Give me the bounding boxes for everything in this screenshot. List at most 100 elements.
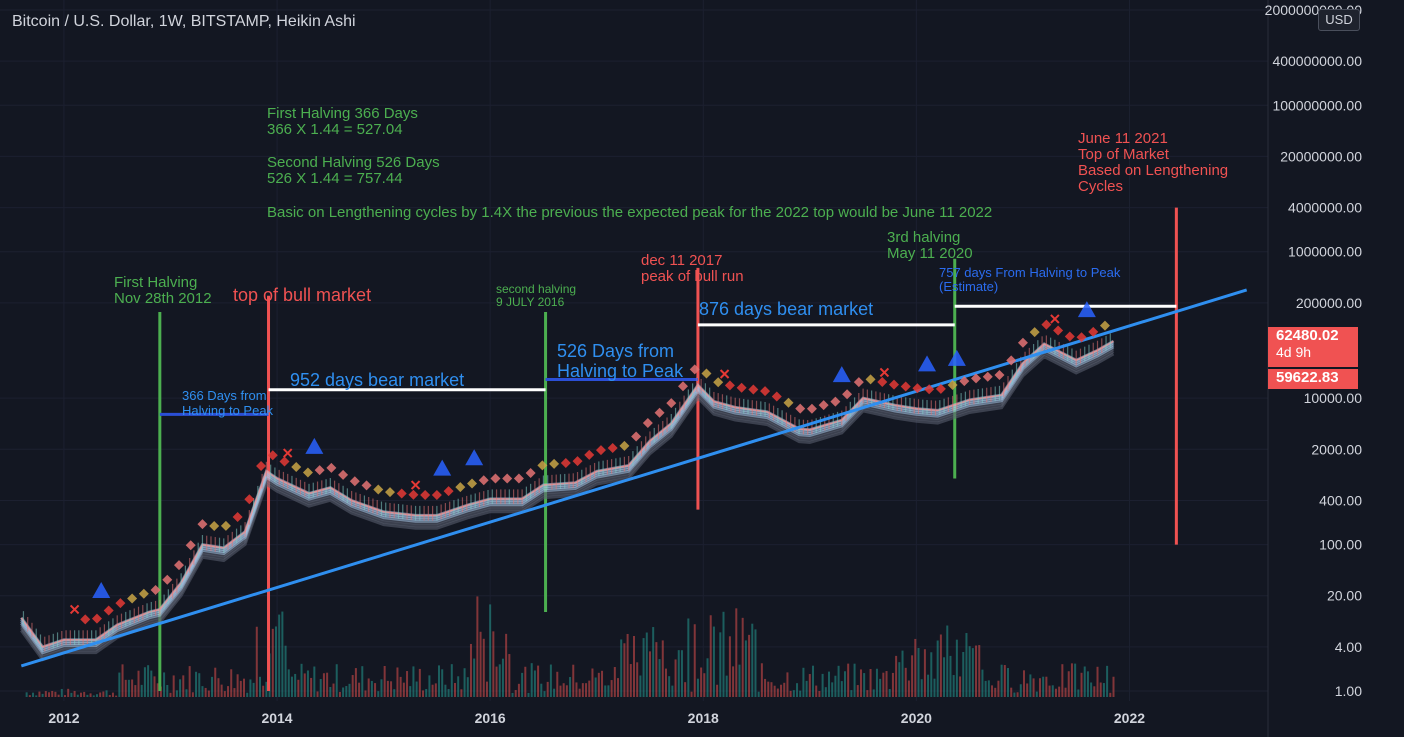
volume-bar — [495, 666, 498, 697]
volume-bar — [594, 677, 597, 697]
volume-bar — [335, 664, 338, 697]
days-526-label: 526 Days from Halving to Peak — [557, 341, 684, 381]
volume-bar — [834, 675, 837, 697]
volume-bar — [1003, 665, 1006, 697]
signal-triangle — [832, 366, 851, 383]
volume-bar — [805, 680, 808, 697]
volume-bar — [975, 645, 978, 697]
volume-bar — [402, 682, 405, 697]
volume-bar — [866, 690, 869, 697]
volume-bar — [530, 663, 533, 697]
volume-bar — [1048, 685, 1051, 697]
signal-diamond — [443, 486, 454, 497]
signal-diamond — [279, 456, 290, 467]
volume-bar — [1080, 672, 1083, 697]
volume-bar — [581, 683, 584, 697]
volume-bar — [620, 639, 623, 697]
volume-bar — [796, 683, 799, 697]
volume-bar — [281, 611, 284, 697]
volume-bar — [204, 687, 207, 697]
signal-diamond — [256, 461, 267, 472]
volume-bar — [792, 690, 795, 697]
volume-bar — [214, 667, 217, 697]
volume-bar — [211, 676, 214, 697]
volume-bar — [671, 685, 674, 697]
volume-bar — [540, 683, 543, 697]
volume-bar — [501, 658, 504, 697]
signal-diamond — [127, 593, 138, 604]
volume-bar — [54, 691, 57, 697]
volume-bar — [767, 681, 770, 697]
volume-bar — [879, 678, 882, 697]
signal-diamond — [431, 490, 442, 501]
volume-bar — [728, 636, 731, 697]
dec-2017-label: dec 11 2017 peak of bull run — [641, 252, 744, 285]
signal-diamond — [713, 377, 724, 388]
volume-bar — [1102, 683, 1105, 697]
signal-diamond — [138, 588, 149, 599]
volume-bar — [345, 686, 348, 697]
volume-bar — [920, 679, 923, 697]
volume-bar — [757, 691, 760, 697]
volume-bar — [613, 667, 616, 697]
signal-diamond — [185, 540, 196, 551]
volume-bar — [607, 685, 610, 697]
volume-bar — [911, 655, 914, 697]
volume-bar — [195, 671, 198, 697]
signal-diamond — [678, 381, 689, 392]
signal-diamond — [736, 382, 747, 393]
volume-bar — [131, 679, 134, 697]
volume-bar — [303, 673, 306, 697]
cycle-note-4: 526 X 1.44 = 757.44 — [267, 170, 403, 187]
currency-button[interactable]: USD — [1318, 9, 1360, 31]
volume-bar — [166, 684, 169, 697]
volume-bar — [597, 672, 600, 697]
time-axis-tick-label: 2020 — [901, 710, 932, 726]
time-axis[interactable]: 2012 2014 2016 2018 2020 2022 — [48, 710, 1145, 726]
volume-bar — [444, 684, 447, 697]
volume-bar — [284, 645, 287, 697]
volume-bar — [617, 678, 620, 697]
signal-diamond — [584, 449, 595, 460]
volume-bar — [837, 665, 840, 697]
signal-diamond — [724, 380, 735, 391]
volume-bar — [946, 625, 949, 697]
volume-bar — [1010, 687, 1013, 697]
signal-diamond — [174, 560, 185, 571]
signal-diamond — [525, 467, 536, 478]
signal-cross — [719, 369, 730, 379]
volume-bar — [684, 682, 687, 697]
volume-bar — [853, 663, 856, 697]
cycle-note-5: Basic on Lengthening cycles by 1.4X the … — [267, 204, 993, 221]
volume-bar — [28, 695, 31, 697]
signal-diamond — [771, 391, 782, 402]
volume-bar — [553, 688, 556, 697]
signal-diamond — [338, 469, 349, 480]
volume-bar — [326, 672, 329, 697]
signal-diamond — [1041, 319, 1052, 330]
volume-bar — [127, 679, 130, 697]
volume-bar — [760, 663, 763, 697]
bar-countdown: 4d 9h — [1276, 344, 1312, 360]
volume-bar — [994, 687, 997, 697]
volume-bar — [674, 659, 677, 697]
volume-bar — [610, 680, 613, 697]
volume-bar — [390, 681, 393, 697]
volume-bar — [517, 683, 520, 697]
volume-bar — [639, 675, 642, 697]
volume-bar — [102, 691, 105, 697]
volume-bar — [965, 633, 968, 697]
time-axis-tick-label: 2018 — [688, 710, 719, 726]
volume-bar — [1026, 683, 1029, 697]
cycle-note-3: Second Halving 526 Days — [267, 154, 440, 171]
signal-diamond — [595, 445, 606, 456]
volume-bar — [633, 635, 635, 697]
volume-bar — [434, 683, 437, 697]
volume-bar — [658, 659, 661, 697]
volume-bar — [143, 667, 146, 697]
volume-bar — [300, 663, 303, 697]
volume-bar — [898, 662, 901, 697]
signal-diamond — [162, 574, 173, 585]
price-axis[interactable]: 2000000000.00400000000.00100000000.00200… — [1265, 2, 1363, 699]
